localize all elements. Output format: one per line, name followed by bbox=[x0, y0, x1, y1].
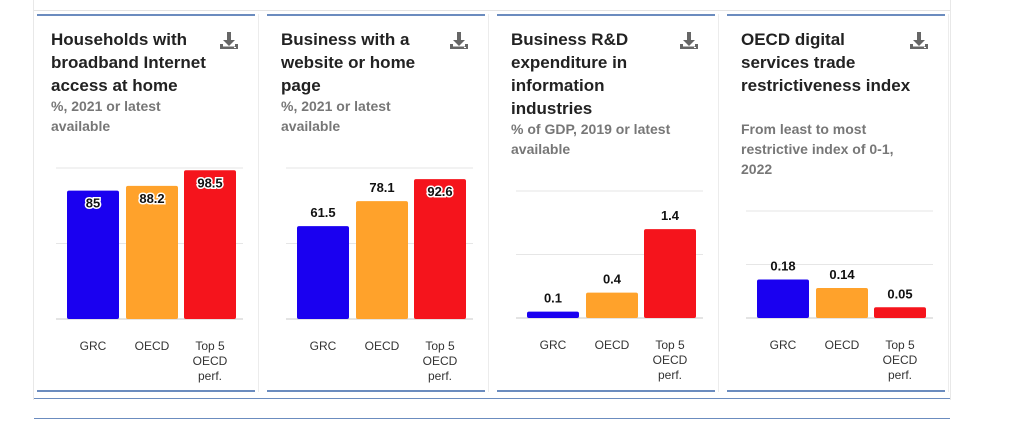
category-label: GRC bbox=[310, 339, 337, 353]
category-label: OECD bbox=[135, 339, 170, 353]
data-label: 0.1 bbox=[544, 291, 562, 306]
chart-title: OECD digital services trade restrictiven… bbox=[741, 30, 911, 95]
chart-subtitle: % of GDP, 2019 or latest available bbox=[511, 121, 671, 157]
data-label: 85 bbox=[86, 196, 100, 211]
bar-oecd[interactable] bbox=[356, 201, 408, 319]
category-label: GRC bbox=[540, 338, 567, 352]
chart-card-2: Business with a website or home page%, 2… bbox=[264, 14, 489, 392]
category-label: Top 5 OECD perf. bbox=[423, 339, 458, 383]
bar-top-5-oecd-perf-[interactable] bbox=[184, 170, 236, 319]
card-bottom-accent bbox=[267, 390, 485, 392]
download-icon[interactable] bbox=[448, 30, 470, 52]
category-label: GRC bbox=[80, 339, 107, 353]
chart-subtitle: %, 2021 or latest available bbox=[281, 98, 391, 134]
bar-grc[interactable] bbox=[67, 190, 119, 319]
top-rule bbox=[34, 10, 950, 11]
download-icon[interactable] bbox=[218, 30, 240, 52]
card-top-accent bbox=[497, 14, 715, 16]
left-shadow bbox=[33, 0, 34, 400]
bar-oecd[interactable] bbox=[126, 185, 178, 319]
card-bottom-accent bbox=[37, 390, 255, 392]
category-label: OECD bbox=[825, 338, 860, 352]
bar-top-5-oecd-perf-[interactable] bbox=[414, 179, 466, 319]
data-label: 88.2 bbox=[139, 191, 164, 206]
category-label: Top 5 OECD perf. bbox=[193, 339, 228, 383]
data-label: 0.14 bbox=[829, 267, 855, 282]
card-bottom-accent bbox=[497, 390, 715, 392]
data-label: 0.4 bbox=[603, 272, 622, 287]
bar-grc[interactable] bbox=[757, 279, 809, 318]
chart-subtitle: From least to most restrictive index of … bbox=[741, 121, 894, 177]
right-shadow bbox=[950, 0, 951, 400]
card-top-accent bbox=[37, 14, 255, 16]
category-label: Top 5 OECD perf. bbox=[653, 338, 688, 382]
bar-oecd[interactable] bbox=[816, 288, 868, 318]
bar-top-5-oecd-perf-[interactable] bbox=[644, 229, 696, 318]
chart-card-1: Households with broadband Internet acces… bbox=[34, 14, 259, 392]
download-icon[interactable] bbox=[678, 30, 700, 52]
chart-title: Business R&D expenditure in information … bbox=[511, 30, 629, 118]
bar-chart: 0.1 GRC 0.4 OECD 1.4 Top 5 OECD perf. bbox=[516, 190, 703, 382]
category-label: OECD bbox=[595, 338, 630, 352]
bar-grc[interactable] bbox=[297, 226, 349, 319]
data-label: 1.4 bbox=[661, 208, 680, 223]
chart-title: Households with broadband Internet acces… bbox=[51, 30, 206, 95]
data-label: 78.1 bbox=[369, 180, 394, 195]
bar-top-5-oecd-perf-[interactable] bbox=[874, 307, 926, 318]
chart-title: Business with a website or home page bbox=[281, 30, 416, 95]
data-label: 92.6 bbox=[427, 184, 452, 199]
category-label: OECD bbox=[365, 339, 400, 353]
bar-chart: 0.18 GRC 0.14 OECD 0.05 Top 5 OECD perf. bbox=[746, 210, 933, 382]
data-label: 61.5 bbox=[310, 205, 335, 220]
chart-card-3: Business R&D expenditure in information … bbox=[494, 14, 719, 392]
bar-grc[interactable] bbox=[527, 311, 579, 318]
bottom-rule-1 bbox=[34, 398, 950, 399]
card-top-accent bbox=[267, 14, 485, 16]
bar-oecd[interactable] bbox=[586, 292, 638, 318]
card-top-accent bbox=[727, 14, 945, 16]
data-label: 0.18 bbox=[770, 258, 795, 273]
download-icon[interactable] bbox=[908, 30, 930, 52]
chart-subtitle: %, 2021 or latest available bbox=[51, 98, 161, 134]
data-label: 0.05 bbox=[887, 286, 912, 301]
data-label: 98.5 bbox=[197, 175, 222, 190]
bottom-rule-2 bbox=[34, 418, 950, 419]
bar-chart: 85 GRC 88.2 OECD 98.5 Top 5 OECD perf. bbox=[56, 167, 243, 383]
bar-chart: 61.5 GRC 78.1 OECD 92.6 Top 5 OECD perf. bbox=[286, 167, 473, 383]
category-label: Top 5 OECD perf. bbox=[883, 338, 918, 382]
category-label: GRC bbox=[770, 338, 797, 352]
chart-card-4: OECD digital services trade restrictiven… bbox=[724, 14, 949, 392]
card-bottom-accent bbox=[727, 390, 945, 392]
